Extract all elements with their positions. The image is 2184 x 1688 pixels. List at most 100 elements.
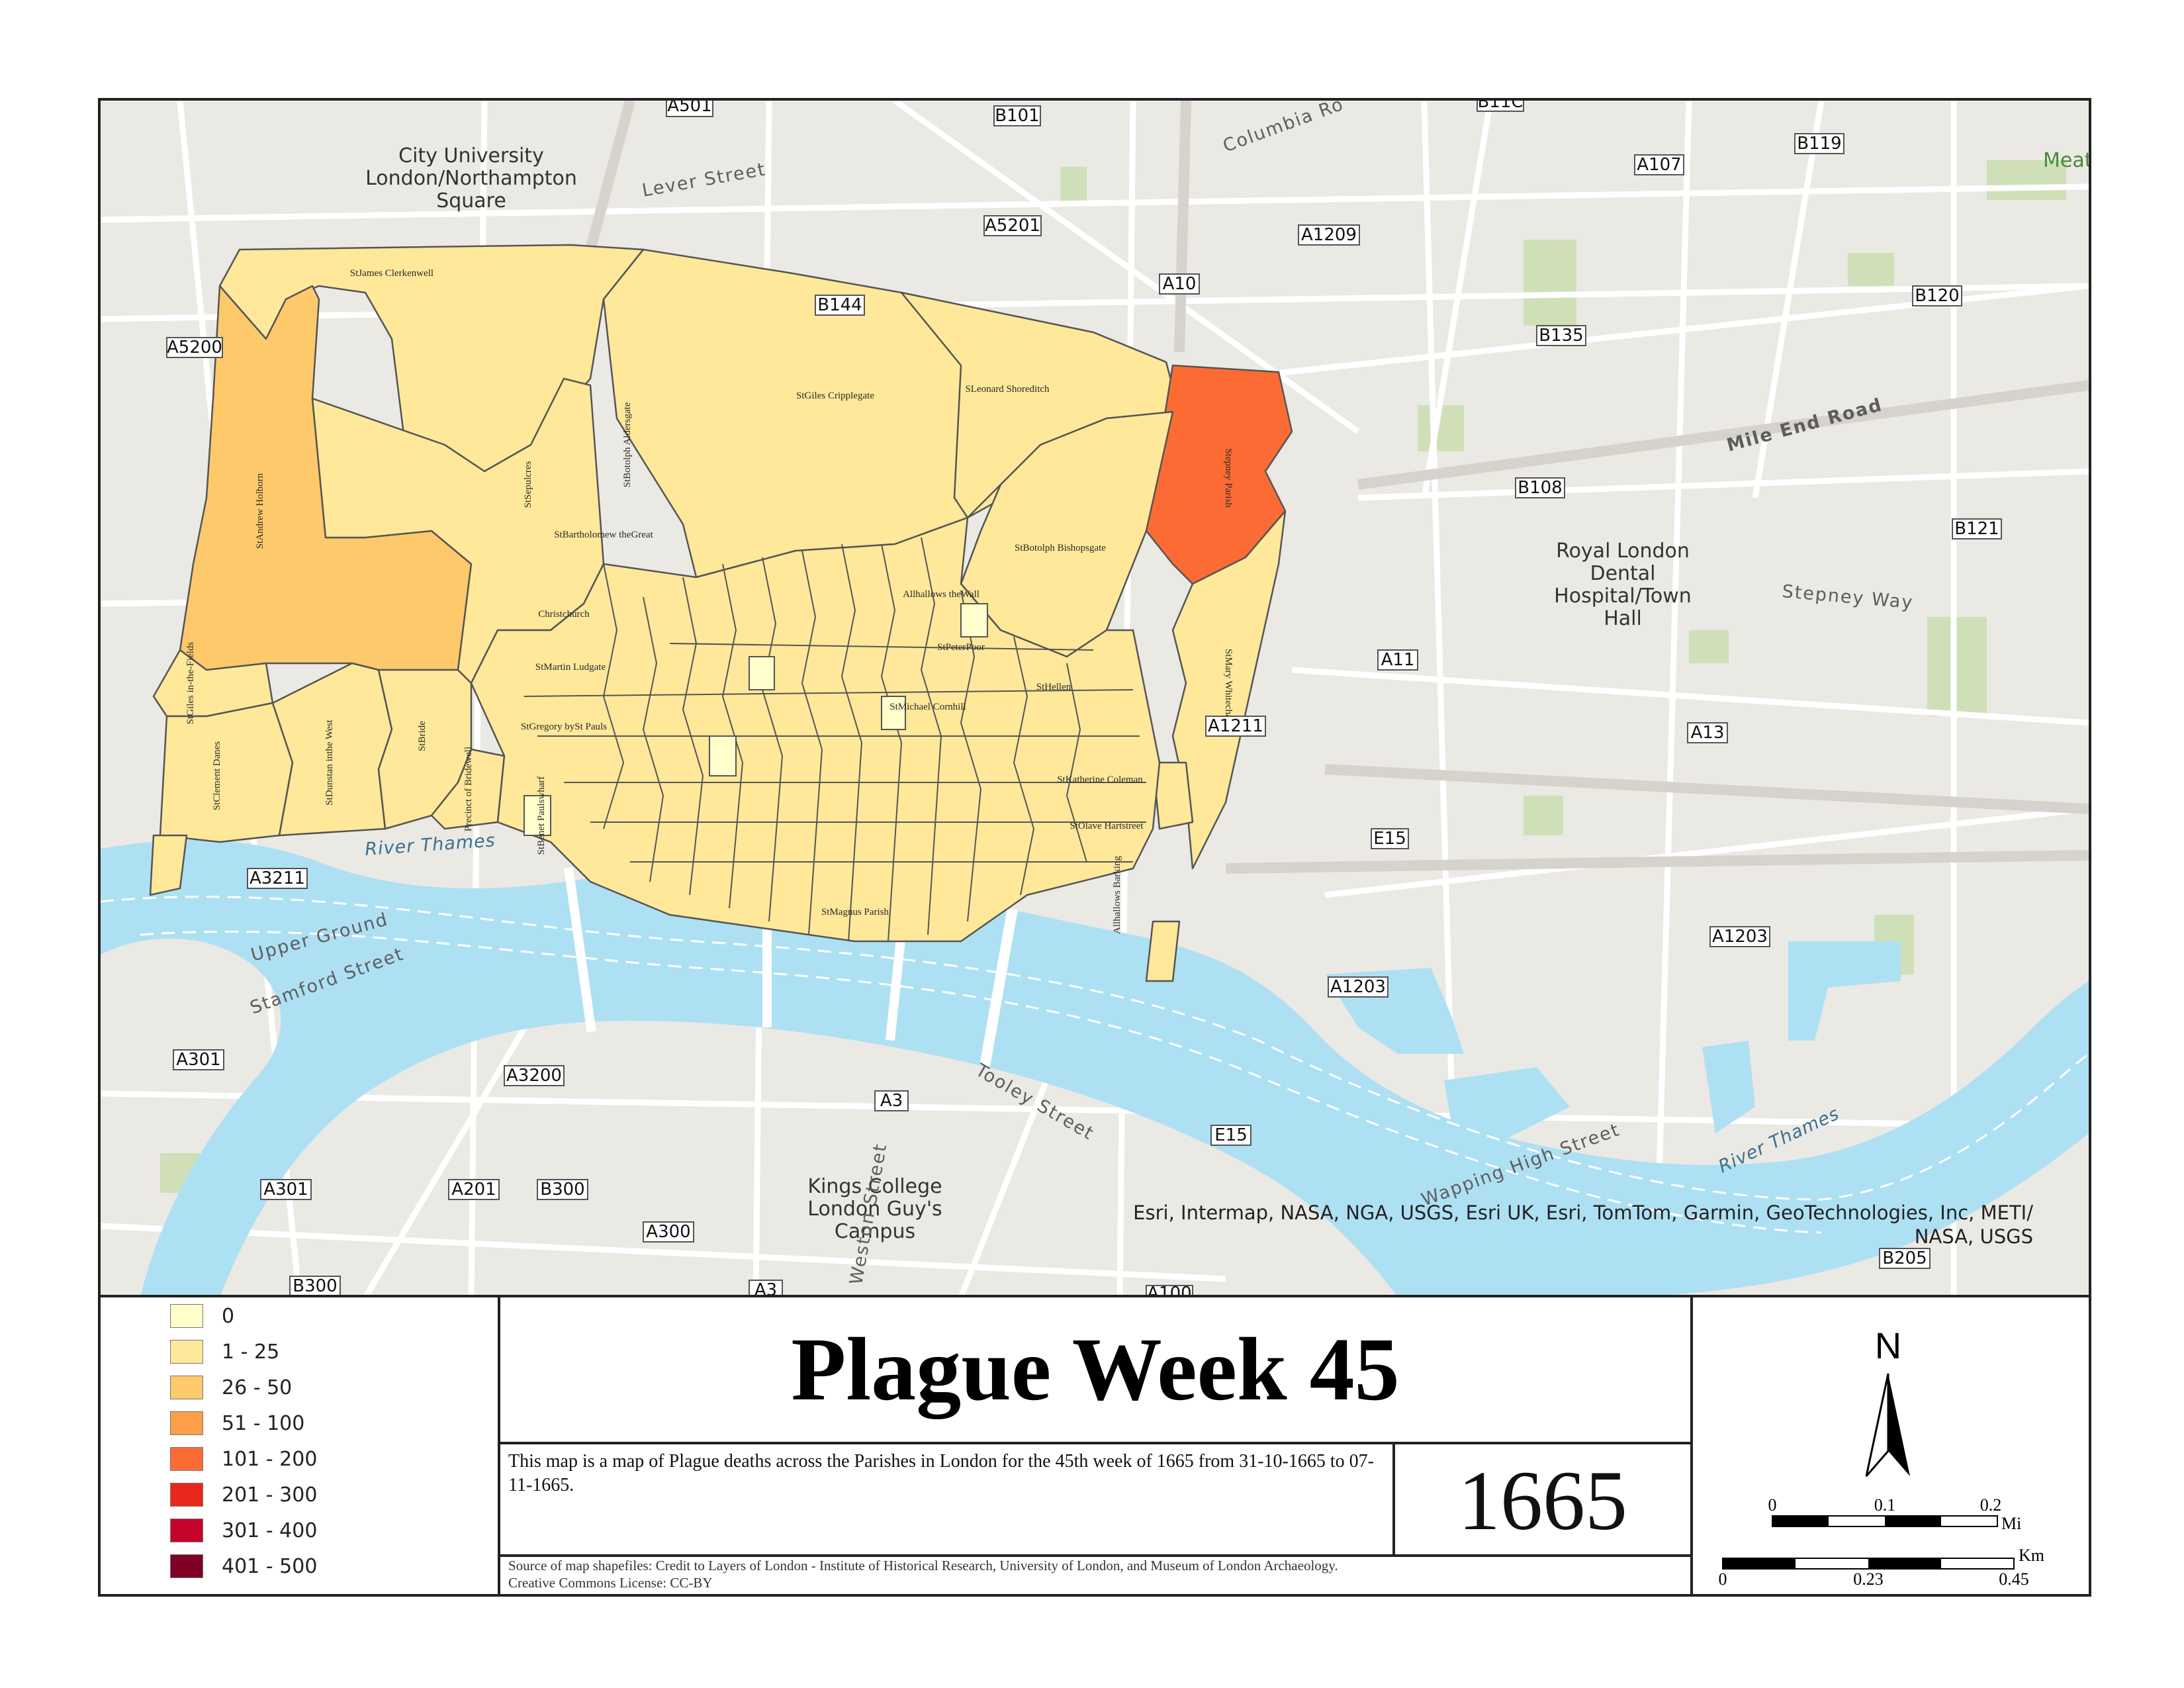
- road-shield: B11C: [1477, 101, 1523, 112]
- parish-label: StDunstan inthe West: [324, 720, 335, 806]
- road-shield: A301: [176, 1050, 220, 1070]
- parish-label: StClement Danes: [212, 741, 222, 811]
- map-title: Plague Week 45: [791, 1320, 1400, 1419]
- road-shield: A10: [1163, 274, 1197, 294]
- legend-label: 301 - 400: [222, 1519, 318, 1542]
- description-box: This map is a map of Plague deaths acros…: [498, 1444, 1392, 1557]
- road-shield: A1203: [1712, 927, 1768, 947]
- parish-label: Allhallows Barking: [1112, 856, 1122, 934]
- place-label: London Guy's: [807, 1197, 942, 1221]
- parish-label: StMary Whitechapel: [1223, 649, 1234, 731]
- road-shield: A3211: [250, 868, 305, 888]
- place-label: Campus: [835, 1220, 915, 1243]
- legend-label: 51 - 100: [222, 1411, 305, 1435]
- legend-swatch: [170, 1304, 203, 1328]
- map-frame[interactable]: StJames Clerkenwell StAndrew Holborn StG…: [98, 98, 2091, 1300]
- legend-label: 101 - 200: [222, 1447, 318, 1471]
- legend-label: 201 - 300: [222, 1483, 318, 1507]
- north-arrow-icon: [1865, 1373, 1910, 1477]
- road-shield: B108: [1518, 478, 1562, 498]
- scale-bar-miles: 0 0.1 0.2 Mi: [1768, 1495, 2022, 1533]
- parish-label: StAndrew Holborn: [255, 473, 265, 549]
- place-label: Hall: [1604, 607, 1642, 630]
- legend-item: 201 - 300: [170, 1480, 317, 1509]
- map-description: This map is a map of Plague deaths acros…: [508, 1451, 1374, 1495]
- legend-item: 26 - 50: [170, 1373, 292, 1402]
- parish-label: StJames Clerkenwell: [350, 268, 433, 279]
- title-box: Plague Week 45: [498, 1297, 1690, 1444]
- scale-unit: Km: [2019, 1546, 2044, 1565]
- map-canvas[interactable]: StJames Clerkenwell StAndrew Holborn StG…: [101, 101, 2089, 1297]
- road-shield: B119: [1797, 134, 1841, 154]
- parish-label: Allhallows theWall: [903, 589, 979, 600]
- map-year: 1665: [1458, 1453, 1627, 1548]
- parish-label: StHellen: [1036, 682, 1071, 692]
- map-attribution: Esri, Intermap, NASA, NGA, USGS, Esri UK…: [1133, 1201, 2033, 1224]
- parish-label: StMagnus Parish: [821, 907, 889, 917]
- place-label: City University: [398, 144, 544, 167]
- road-shield: B300: [293, 1276, 337, 1296]
- road-shield: A201: [451, 1180, 496, 1199]
- legend-label: 401 - 500: [222, 1554, 318, 1578]
- place-label: Dental: [1590, 562, 1655, 585]
- legend-swatch: [170, 1554, 203, 1578]
- scale-tick: 0.45: [1999, 1570, 2029, 1589]
- scale-tick: 0.2: [1980, 1495, 2002, 1515]
- scale-tick: 0: [1719, 1570, 1727, 1589]
- legend-item: 101 - 200: [170, 1444, 317, 1474]
- parish-stkatherine-tower[interactable]: [1145, 920, 1181, 982]
- legend-label: 26 - 50: [222, 1376, 293, 1399]
- road-shield: B101: [995, 106, 1039, 126]
- parish-stmary-whitechapel[interactable]: [1171, 510, 1287, 870]
- legend-swatch: [170, 1376, 203, 1399]
- parish-label: StMichael Cornhill: [889, 702, 966, 712]
- legend-item: 51 - 100: [170, 1409, 304, 1438]
- place-labels: City University London/Northampton Squar…: [365, 144, 2089, 1243]
- scale-tick: 0: [1768, 1495, 1777, 1515]
- place-label: Square: [436, 189, 506, 212]
- road-shield: B121: [1954, 519, 1999, 539]
- legend: 0 1 - 25 26 - 50 51 - 100 101 - 200 201 …: [101, 1297, 498, 1594]
- legend-swatch: [170, 1447, 203, 1471]
- scale-tick: 0.23: [1853, 1570, 1884, 1589]
- parish-label: StPeterPoor: [937, 642, 985, 653]
- road-shield: A11: [1381, 650, 1415, 670]
- parish-trinity-minories[interactable]: [1152, 761, 1194, 830]
- legend-swatch: [170, 1519, 203, 1542]
- parish-label: Christchurch: [538, 609, 590, 620]
- road-shield: A107: [1637, 155, 1681, 175]
- parish-stsavoy[interactable]: [149, 834, 188, 896]
- road-shield: A100: [1147, 1284, 1191, 1297]
- map-attribution: NASA, USGS: [1915, 1225, 2033, 1248]
- license-text: Creative Commons License: CC-BY: [508, 1575, 713, 1591]
- road-shield: B120: [1915, 286, 1959, 306]
- parish-label: StSepulcres: [523, 461, 533, 508]
- road-shield: A301: [263, 1180, 308, 1199]
- place-label: Hospital/Town: [1554, 585, 1692, 608]
- parish-label: StGiles Cripplegate: [796, 391, 874, 401]
- parish-label: StBartholomew theGreat: [554, 530, 653, 540]
- year-box: 1665: [1392, 1444, 1690, 1557]
- source-credit: Source of map shapefiles: Credit to Laye…: [508, 1558, 1338, 1573]
- scale-unit: Mi: [2001, 1514, 2021, 1533]
- legend-item: 401 - 500: [170, 1552, 317, 1581]
- road-shields: A501 B101 B11C B119 A107 A5201 A1209 A10…: [166, 101, 2002, 1297]
- place-label: London/Northampton: [365, 167, 577, 190]
- road-shield: E15: [1214, 1125, 1248, 1145]
- road-shield: A3200: [506, 1066, 562, 1086]
- parish-label: StGiles in-the-Fields: [185, 642, 196, 725]
- parish-zero-patches: [523, 603, 988, 836]
- legend-item: 0: [170, 1301, 234, 1331]
- legend-swatch: [170, 1340, 203, 1364]
- legend-item: 301 - 400: [170, 1516, 317, 1545]
- parish-label: StBride: [417, 721, 428, 751]
- road-shield: A13: [1691, 723, 1725, 743]
- legend-label: 1 - 25: [222, 1340, 280, 1364]
- road-shield: B135: [1539, 326, 1583, 346]
- parish-label: StBotolph Aldersgate: [622, 402, 633, 487]
- parish-label: StBotolph Bishopsgate: [1015, 543, 1106, 553]
- parish-stclement-danes[interactable]: [159, 702, 294, 843]
- parish-label: StMartin Ludgate: [535, 662, 606, 673]
- scale-tick: 0.1: [1874, 1495, 1896, 1515]
- parish-label: SLeonard Shoreditch: [965, 384, 1050, 395]
